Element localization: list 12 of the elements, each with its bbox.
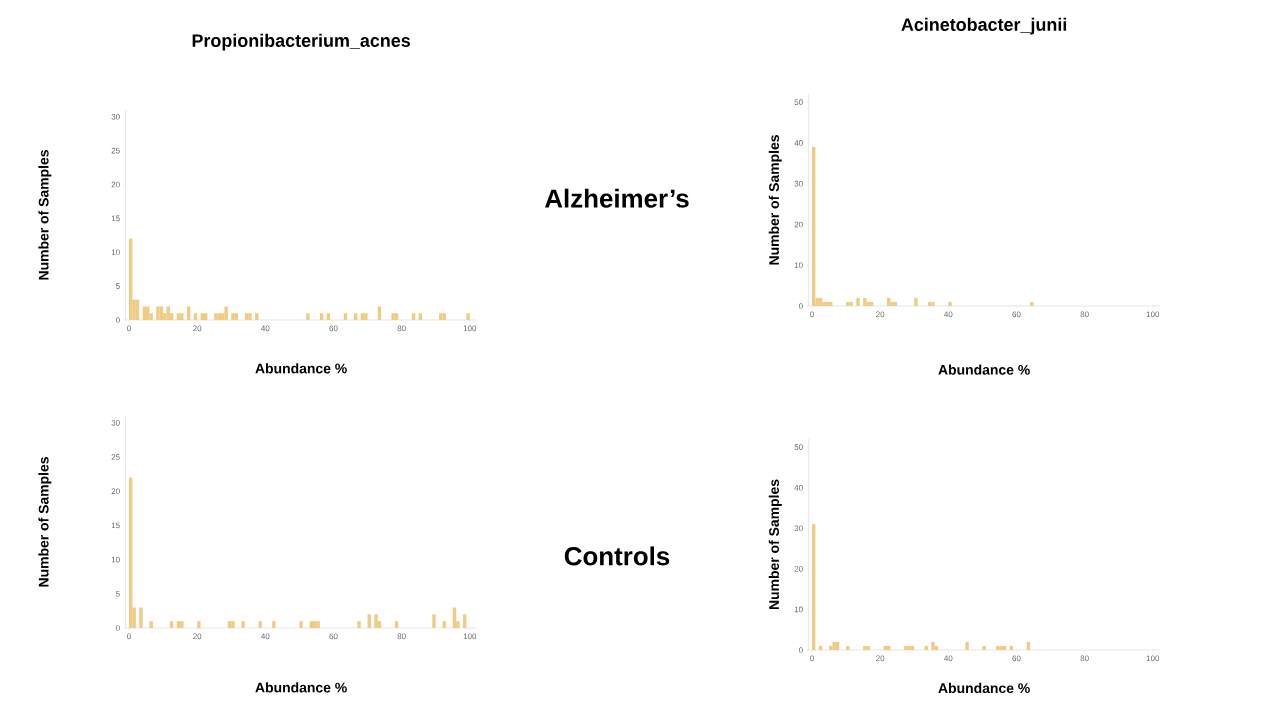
- chart-title: Acinetobacter_junii: [901, 17, 1067, 35]
- x-axis-title: Abundance %: [255, 682, 347, 693]
- chart-title: Propionibacterium_acnes: [192, 33, 410, 51]
- text: Controls: [564, 546, 670, 566]
- y-axis-title: Number of Samples: [38, 457, 52, 587]
- y-axis-title: Number of Samples: [768, 479, 782, 610]
- x-axis-title: Abundance %: [938, 682, 1030, 694]
- y-axis-title: Number of Samples: [768, 135, 782, 265]
- text: Alzheimer’s: [544, 188, 689, 208]
- x-axis-title: Abundance %: [255, 363, 347, 374]
- y-axis-title: Number of Samples: [38, 150, 52, 280]
- x-axis-title: Abundance %: [938, 364, 1030, 375]
